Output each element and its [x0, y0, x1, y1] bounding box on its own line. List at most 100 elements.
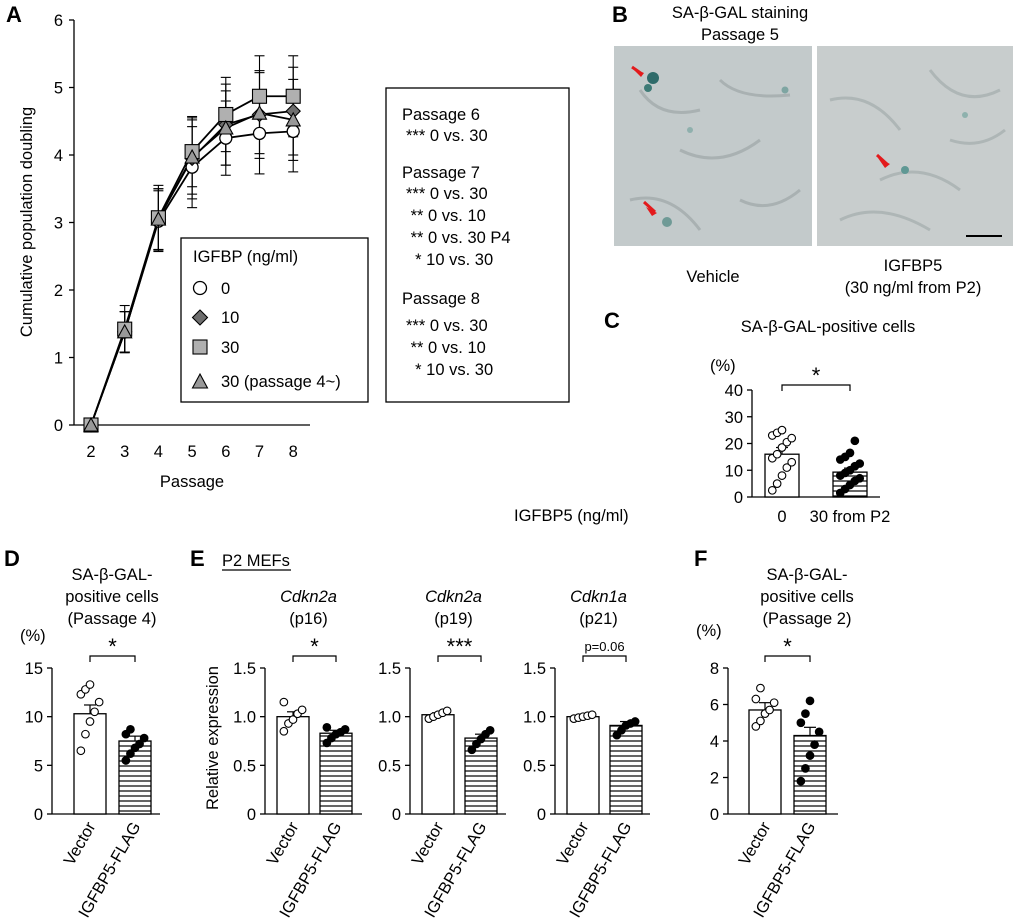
c-significance-label: *: [812, 363, 821, 388]
red-arrow-icon: [642, 200, 657, 214]
e2-y-tick-label: 0.5: [378, 757, 401, 775]
d-data-point: [81, 729, 90, 739]
e2-bar-0: [421, 714, 455, 815]
c-data-point: [855, 473, 865, 483]
c-data-point: [787, 433, 797, 443]
d-significance-bracket: [89, 655, 136, 662]
e1-data-point: [297, 705, 307, 715]
b-micrograph-vehicle: [614, 46, 812, 246]
a-y-tick-label: 2: [54, 282, 63, 300]
f-data-point: [805, 751, 815, 760]
e1-data-point: [322, 723, 332, 732]
a-data-point-3: [116, 323, 133, 339]
e2-data-point: [485, 725, 495, 735]
f-data-point: [796, 776, 806, 786]
red-arrow-icon: [646, 207, 657, 216]
e3-y-tick-label: 1.0: [523, 709, 546, 727]
stats-line: *** 0 vs. 30: [406, 127, 488, 145]
stats-line: *** 0 vs. 30: [406, 317, 488, 335]
panel-e-p21-bar-chart: 00.51.01.5p=0.06Cdkn1a(p21)VectorIGFBP5-…: [523, 588, 650, 921]
f-title-line3: (Passage 2): [763, 610, 852, 628]
c-data-point: [777, 443, 787, 452]
f-x-tick-label: Vector: [735, 819, 774, 869]
a-x-axis-label: Passage: [160, 473, 224, 491]
a-data-point-0: [286, 124, 300, 139]
a-y-tick-label: 0: [54, 417, 63, 435]
e1-title-gene: Cdkn2a: [280, 588, 337, 606]
d-data-point: [139, 733, 149, 743]
d-bar-1: [118, 740, 152, 815]
stats-line: ** 0 vs. 30 P4: [406, 229, 511, 247]
panel-label-d: D: [4, 546, 20, 571]
c-y-tick-label: 10: [725, 462, 743, 480]
e1-y-tick-label: 1.5: [233, 660, 256, 678]
a-y-tick-label: 6: [54, 12, 63, 30]
e2-title-gene: Cdkn2a: [425, 588, 482, 606]
b-title-line1: SA-β-GAL staining: [672, 4, 808, 22]
legend-marker-circle: [192, 280, 208, 296]
legend-marker-square: [192, 339, 208, 355]
e1-data-point: [279, 697, 289, 707]
d-y-tick-label: 5: [34, 757, 43, 775]
stats-header-p6: Passage 6: [402, 106, 480, 124]
c-x-tick-label: 30 from P2: [810, 508, 891, 526]
a-data-point-3: [251, 104, 268, 120]
d-data-point: [85, 680, 95, 689]
e2-data-point: [442, 706, 452, 716]
stats-line: * 10 vs. 30: [406, 361, 493, 379]
a-x-tick-label: 5: [188, 443, 197, 461]
a-y-tick-label: 5: [54, 80, 63, 98]
f-bar-1: [793, 734, 827, 815]
a-data-point-3: [150, 210, 167, 226]
c-y-tick-label: 0: [734, 489, 743, 507]
d-data-point: [85, 717, 95, 726]
e3-bar-0: [566, 716, 600, 815]
a-data-point-2: [251, 88, 268, 104]
e1-y-tick-label: 1.0: [233, 709, 256, 727]
e1-y-tick-label: 0: [247, 806, 256, 824]
d-title-line2: positive cells: [65, 588, 159, 606]
f-data-point: [801, 764, 810, 773]
stats-header-p8: Passage 8: [402, 290, 480, 308]
red-arrow-icon: [631, 65, 643, 76]
c-data-point: [777, 471, 787, 480]
d-title-line3: (Passage 4): [68, 610, 157, 628]
c-data-point: [850, 436, 860, 446]
d-significance-label: *: [108, 634, 117, 659]
a-y-tick-label: 3: [54, 215, 63, 233]
e1-data-point: [279, 726, 289, 736]
a-data-point-2: [285, 88, 301, 104]
f-y-tick-label: 4: [710, 733, 719, 751]
e2-significance-label: ***: [447, 634, 473, 659]
f-data-point: [765, 705, 774, 715]
d-data-point: [94, 697, 104, 707]
panel-e-p19-bar-chart: 00.51.01.5***Cdkn2a(p19)VectorIGFBP5-FLA…: [378, 588, 506, 921]
b-igfbp5-label-line2: (30 ng/ml from P2): [845, 279, 982, 297]
c-data-point: [777, 425, 787, 435]
e3-y-tick-label: 1.5: [523, 660, 546, 678]
f-bar-0: [748, 709, 782, 815]
d-title-line1: SA-β-GAL-: [71, 566, 152, 584]
f-y-tick-label: 0: [710, 806, 719, 824]
stats-line: *** 0 vs. 30: [406, 185, 488, 203]
panel-label-b: B: [612, 2, 628, 27]
a-x-tick-label: 4: [154, 443, 163, 461]
e3-title-protein: (p21): [579, 610, 618, 628]
panel-label-f: F: [694, 546, 707, 571]
e3-x-tick-label: Vector: [553, 819, 592, 869]
d-data-point: [76, 746, 86, 756]
a-legend: IGFBP (ng/ml) 0 10 30 30 (passage 4~): [180, 237, 369, 403]
c-data-point: [772, 479, 782, 488]
d-y-tick-label: 10: [25, 709, 43, 727]
e1-significance-bracket: [292, 655, 337, 662]
e3-y-tick-label: 0.5: [523, 757, 546, 775]
f-significance-label: *: [783, 634, 792, 659]
panel-a-line-chart: 0 1 2 3 4 5 6 2 3 4 5 6 7 8: [54, 12, 310, 461]
a-data-point-3: [83, 416, 99, 432]
e1-title-protein: (p16): [289, 610, 328, 628]
f-title-line1: SA-β-GAL-: [766, 566, 847, 584]
e2-title-protein: (p19): [434, 610, 473, 628]
c-significance-bracket: [781, 384, 851, 391]
